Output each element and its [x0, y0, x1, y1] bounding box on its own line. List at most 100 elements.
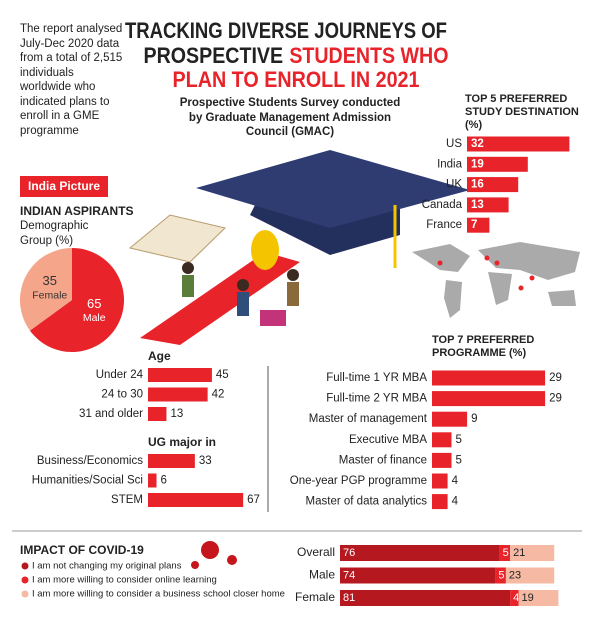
value-label: 23: [509, 569, 521, 581]
land: [488, 272, 512, 305]
bar: [432, 411, 468, 427]
land: [548, 290, 576, 306]
virus: [227, 555, 237, 565]
door: [251, 230, 279, 270]
person: [182, 275, 194, 297]
category-label: US: [446, 138, 462, 150]
bar-segment: [510, 590, 519, 606]
bar: [467, 136, 570, 152]
pie-slice: [20, 248, 72, 331]
bar: [432, 432, 452, 448]
value-label: 74: [343, 569, 355, 581]
legend-label: I am more willing to consider online lea…: [32, 575, 217, 586]
category-label: Full-time 2 YR MBA: [326, 393, 427, 405]
bar: [432, 494, 448, 510]
bar: [148, 407, 167, 421]
category-label: 31 and older: [79, 408, 143, 420]
value-label: 76: [343, 547, 355, 559]
chart-title: UG major in: [148, 435, 216, 449]
person: [237, 292, 249, 316]
bar: [148, 368, 212, 382]
chart-title: IMPACT OF COVID-19: [20, 543, 144, 557]
category-label: Female: [32, 289, 67, 301]
bar-segment: [340, 545, 500, 561]
bar-segment: [505, 567, 555, 584]
person: [182, 262, 194, 274]
chart-title: INDIAN ASPIRANTS: [20, 204, 134, 218]
value-label: 7: [471, 219, 477, 231]
category-label: Master of management: [309, 413, 428, 425]
book: [128, 214, 227, 263]
legend-swatch: [21, 576, 29, 584]
title-part: PROSPECTIVE: [144, 43, 284, 68]
illustration: [128, 150, 470, 345]
person: [237, 279, 249, 291]
value-label: 35: [43, 273, 57, 288]
category-label: Master of finance: [339, 454, 427, 466]
bar-segment: [510, 545, 555, 561]
virus-icon: [191, 541, 237, 569]
world-map: [412, 242, 580, 318]
person: [287, 269, 299, 281]
value-label: 29: [549, 372, 562, 384]
bar-segment: [340, 567, 496, 584]
bar: [148, 454, 195, 468]
value-label: 5: [503, 547, 509, 559]
value-label: 67: [247, 494, 260, 506]
legend-label: I am not changing my original plans: [32, 561, 182, 572]
value-label: 81: [343, 592, 355, 604]
bar: [432, 473, 448, 489]
map-dot: [529, 275, 535, 281]
category-label: Humanities/Social Sci: [32, 475, 143, 487]
chart-title: TOP 5 PREFERRED STUDY DESTINATION (%): [465, 93, 579, 131]
category-label: Full-time 1 YR MBA: [326, 372, 427, 384]
title-line: TRACKING DIVERSE JOURNEYS OF: [125, 18, 447, 43]
value-label: 5: [498, 569, 504, 581]
bar: [148, 387, 208, 402]
value-label: 32: [471, 138, 484, 150]
legend-label: I am more willing to consider a business…: [32, 589, 285, 600]
bar: [467, 217, 490, 233]
category-label: Executive MBA: [349, 434, 427, 446]
title-line: PROSPECTIVESTUDENTS WHO: [144, 43, 449, 68]
bar: [467, 197, 509, 213]
chart-title: TOP 7 PREFERRED PROGRAMME (%): [432, 334, 535, 359]
value-label: 16: [471, 179, 484, 191]
category-label: India: [437, 158, 463, 170]
legend-swatch: [21, 562, 29, 570]
category-label: UK: [446, 179, 462, 191]
books: [260, 310, 286, 326]
category-label: 24 to 30: [101, 389, 143, 401]
value-label: 13: [471, 199, 484, 211]
map-dot: [437, 260, 443, 266]
map-dot: [484, 255, 490, 261]
survey-note: Prospective Students Survey conducted by…: [179, 97, 401, 138]
category-label: France: [426, 219, 462, 231]
value-label: 6: [161, 475, 167, 487]
bar: [467, 156, 528, 172]
category-label: Male: [309, 568, 335, 582]
bar-segment: [518, 590, 559, 606]
value-label: 4: [513, 592, 519, 604]
value-label: 9: [471, 413, 477, 425]
category-label: STEM: [111, 494, 143, 506]
chart-subtitle: Demographic Group (%): [20, 220, 89, 247]
bar-segment: [340, 590, 511, 606]
virus: [201, 541, 219, 559]
value-label: 13: [170, 408, 183, 420]
value-label: 33: [199, 455, 212, 467]
bar-segment: [499, 545, 511, 561]
value-label: 19: [471, 158, 484, 170]
map-dot: [518, 285, 524, 291]
virus: [191, 561, 199, 569]
carpet: [140, 252, 300, 345]
value-label: 29: [549, 393, 562, 405]
category-label: Overall: [297, 545, 335, 559]
pie-slice: [29, 248, 124, 353]
legend-swatch: [21, 590, 29, 598]
category-label: Business/Economics: [37, 455, 143, 467]
value-label: 21: [513, 547, 525, 559]
value-label: 4: [452, 496, 459, 508]
